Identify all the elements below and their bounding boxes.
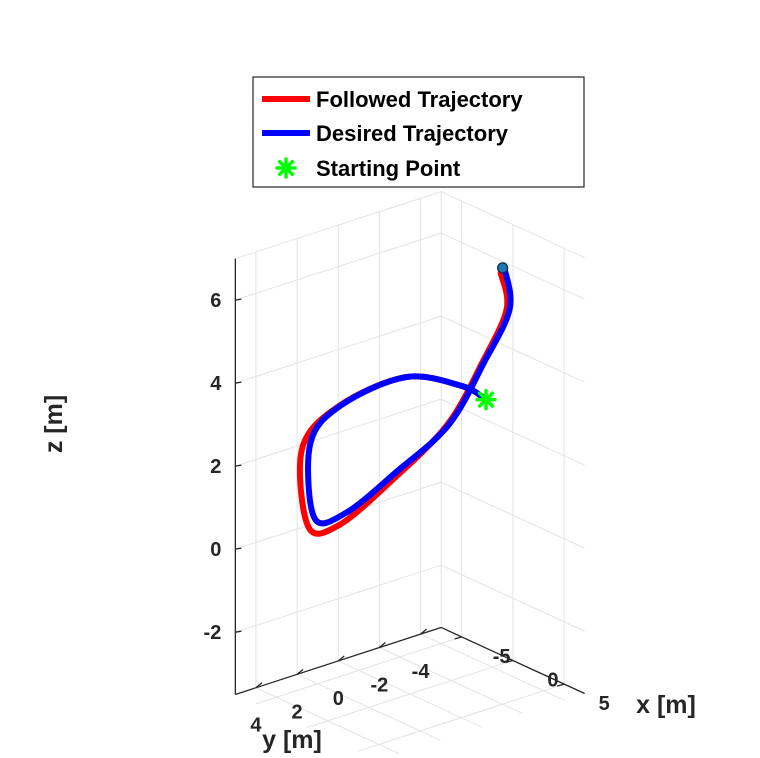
y-tick-mark-3 bbox=[378, 642, 386, 649]
x-tick-label-1: 0 bbox=[547, 669, 558, 691]
y-tick-label-0: 4 bbox=[250, 715, 262, 737]
z-tick-mark-0 bbox=[235, 298, 242, 301]
grid-line-y-floor-3 bbox=[379, 647, 524, 715]
grid-line-z-side-wall-2 bbox=[235, 398, 442, 467]
x-tick-label-2: 5 bbox=[599, 693, 610, 715]
legend-asterisk-glyph bbox=[275, 157, 297, 179]
series-line-desired-trajectory bbox=[305, 265, 514, 527]
grid-line-z-back-wall-1 bbox=[440, 315, 585, 383]
x-tick-mark-2 bbox=[556, 683, 565, 687]
grid-line-z-back-wall-0 bbox=[440, 232, 585, 300]
series bbox=[297, 265, 514, 537]
tick-labels: 6 4 2 0 -2 4 2 0 -2 -4 -5 0 5 bbox=[204, 290, 610, 737]
y-tick-label-1: 2 bbox=[292, 701, 303, 723]
y-tick-mark-4 bbox=[420, 628, 427, 635]
y-tick-label-3: -2 bbox=[371, 675, 389, 697]
grid-edge-back-top bbox=[440, 191, 585, 259]
y-tick-label-2: 0 bbox=[333, 688, 344, 710]
grid-line-z-back-wall-3 bbox=[440, 481, 585, 549]
grid-line-y-floor-1 bbox=[296, 673, 441, 741]
grid-lines bbox=[235, 191, 585, 755]
z-axis-label: z [m] bbox=[40, 395, 68, 453]
x-axis-label: x [m] bbox=[636, 691, 696, 719]
grid-line-z-back-wall-2 bbox=[440, 398, 585, 466]
x-tick-label-0: -5 bbox=[493, 646, 511, 668]
z-tick-mark-3 bbox=[235, 547, 242, 550]
grid-line-z-side-wall-4 bbox=[235, 564, 442, 633]
z-tick-mark-1 bbox=[235, 381, 242, 384]
y-tick-mark-2 bbox=[337, 655, 345, 662]
y-tick-mark-0 bbox=[255, 682, 263, 689]
starting-point-asterisk-icon bbox=[475, 388, 497, 411]
y-tick-label-4: -4 bbox=[412, 661, 431, 683]
grid-line-y-floor-2 bbox=[338, 660, 482, 728]
z-tick-label-1: 4 bbox=[210, 373, 222, 395]
y-tick-mark-1 bbox=[296, 668, 304, 675]
z-tick-mark-2 bbox=[235, 464, 242, 467]
legend-label-followed: Followed Trajectory bbox=[316, 87, 523, 112]
x-tick-mark-1 bbox=[505, 659, 514, 664]
z-tick-label-0: 6 bbox=[210, 290, 221, 312]
legend: Followed Trajectory Desired Trajectory S… bbox=[252, 76, 585, 188]
grid-line-y-floor-0 bbox=[255, 687, 400, 755]
z-tick-mark-4 bbox=[235, 630, 242, 633]
grid-edge-side-top bbox=[235, 191, 442, 260]
z-tick-label-2: 2 bbox=[210, 456, 221, 478]
legend-label-desired: Desired Trajectory bbox=[316, 121, 509, 146]
grid-line-z-side-wall-0 bbox=[235, 232, 442, 301]
axes bbox=[234, 258, 585, 696]
legend-asterisk-icon bbox=[275, 157, 297, 179]
grid-line-z-back-wall-4 bbox=[440, 564, 585, 632]
markers bbox=[475, 262, 509, 411]
grid-line-y-floor-4 bbox=[420, 633, 565, 701]
x-tick-mark-0 bbox=[454, 636, 462, 640]
end-point-circle-marker bbox=[497, 262, 509, 274]
grid-line-z-side-wall-1 bbox=[235, 315, 442, 384]
legend-label-starting: Starting Point bbox=[316, 156, 461, 181]
z-tick-label-4: -2 bbox=[204, 622, 222, 644]
y-axis-label: y [m] bbox=[262, 726, 322, 754]
z-tick-label-3: 0 bbox=[210, 539, 221, 561]
